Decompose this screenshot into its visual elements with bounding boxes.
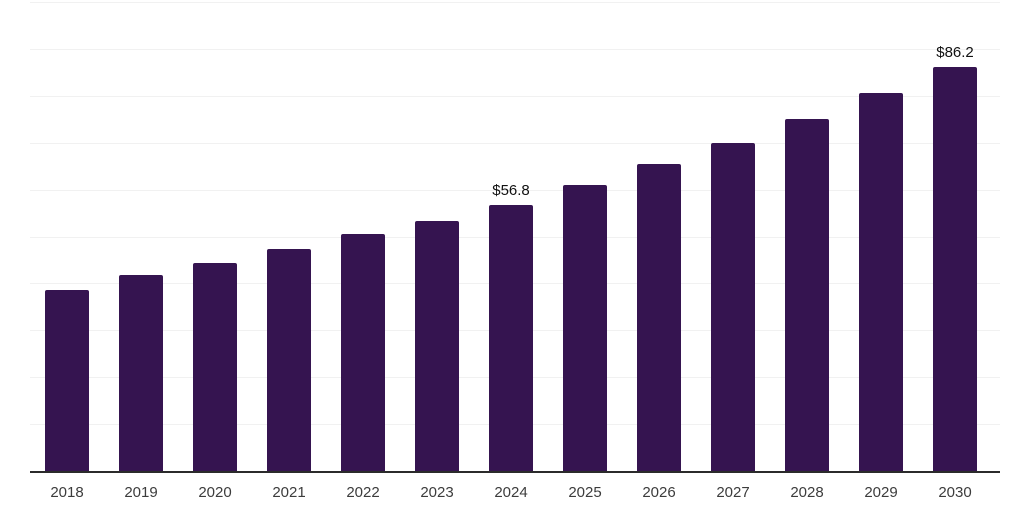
bar-column-2026 [637, 2, 681, 471]
x-tick-label-2022: 2022 [346, 484, 380, 501]
bar-2020[interactable] [193, 262, 237, 471]
gridline-100 [30, 2, 1000, 3]
bar-column-2020 [193, 2, 237, 471]
bar-column-2025 [563, 2, 607, 471]
gridline-90 [30, 48, 1000, 50]
x-axis-labels: 2018 2019 2020 2021 2022 2023 2024 2025 2026 2027… [45, 484, 977, 502]
bar-2030[interactable] [933, 66, 977, 471]
bar-2019[interactable] [119, 275, 163, 471]
bars-container: $56.8 $86.2 [45, 2, 977, 471]
x-tick-label-2029: 2029 [864, 484, 898, 501]
bar-value-label-2030: $86.2 [936, 43, 974, 61]
x-tick-label-2020: 2020 [198, 484, 232, 501]
gridline-70 [30, 142, 1000, 144]
bar-column-2028 [785, 2, 829, 471]
x-tick-label-2021: 2021 [272, 484, 306, 501]
x-tick-label-2024: 2024 [494, 484, 528, 501]
bar-2025[interactable] [563, 184, 607, 471]
x-tick-label-2027: 2027 [716, 484, 750, 501]
x-tick-label-2018: 2018 [50, 484, 84, 501]
bar-column-2024: $56.8 [489, 2, 533, 471]
bar-column-2030: $86.2 [933, 2, 977, 471]
gridline-60 [30, 189, 1000, 191]
bar-column-2022 [341, 2, 385, 471]
bar-column-2019 [119, 2, 163, 471]
bar-2028[interactable] [785, 118, 829, 471]
bar-column-2018 [45, 2, 89, 471]
bar-2022[interactable] [341, 233, 385, 471]
x-tick-label-2028: 2028 [790, 484, 824, 501]
bar-2029[interactable] [859, 92, 903, 471]
bar-value-label-2024: $56.8 [492, 181, 530, 199]
plot-area: $56.8 $86.2 [30, 2, 1000, 473]
bar-2018[interactable] [45, 289, 89, 471]
bar-2023[interactable] [415, 221, 459, 471]
bar-column-2021 [267, 2, 311, 471]
bar-column-2023 [415, 2, 459, 471]
bar-2026[interactable] [637, 164, 681, 471]
gridline-80 [30, 95, 1000, 97]
bar-2021[interactable] [267, 248, 311, 471]
x-tick-label-2019: 2019 [124, 484, 158, 501]
bar-column-2027 [711, 2, 755, 471]
x-tick-label-2030: 2030 [938, 484, 972, 501]
x-tick-label-2026: 2026 [642, 484, 676, 501]
bar-2027[interactable] [711, 142, 755, 471]
x-tick-label-2025: 2025 [568, 484, 602, 501]
x-tick-label-2023: 2023 [420, 484, 454, 501]
bar-column-2029 [859, 2, 903, 471]
bar-2024[interactable] [489, 204, 533, 471]
